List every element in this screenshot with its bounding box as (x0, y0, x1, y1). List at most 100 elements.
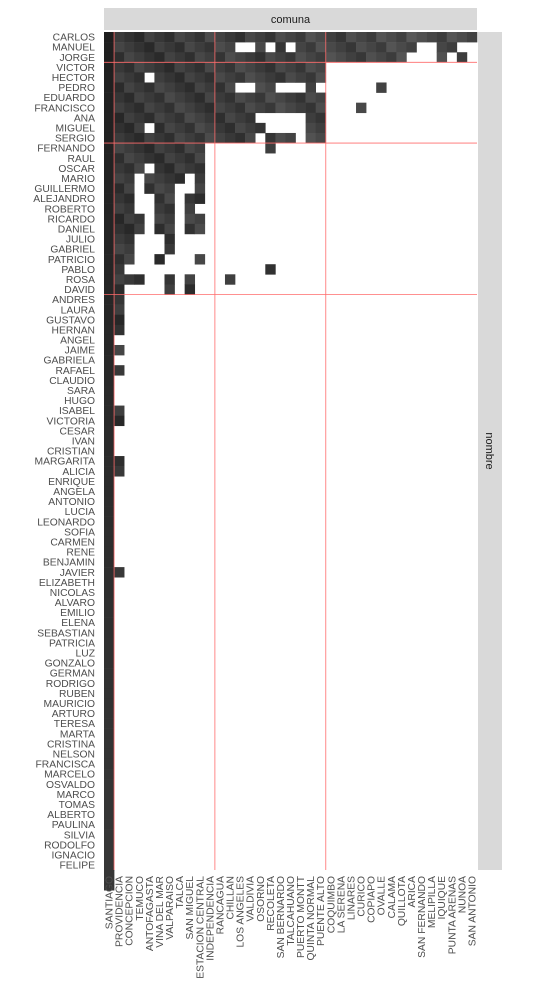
heatmap-cell (164, 132, 175, 144)
heatmap-cell (224, 42, 236, 53)
heatmap-cell (305, 102, 316, 114)
heatmap-cell (154, 153, 165, 164)
heatmap-cell (204, 42, 216, 53)
heatmap-cell (114, 365, 125, 376)
heatmap-cell (345, 32, 357, 43)
heatmap-cell (164, 163, 175, 174)
y-tick-label: ELIZABETH (39, 578, 95, 589)
y-tick-label: ROBERTO (44, 204, 95, 215)
heatmap-cell (154, 183, 165, 194)
y-tick-label: ARTURO (52, 709, 95, 720)
heatmap-cell (114, 132, 125, 144)
heatmap-cell (285, 62, 296, 73)
heatmap-cell (104, 163, 115, 174)
heatmap-cell (104, 587, 115, 598)
y-tick-label: CLAUDIO (49, 376, 95, 387)
heatmap-cell (104, 819, 115, 830)
heatmap-cell (114, 193, 125, 204)
heatmap-cell (315, 122, 327, 134)
heatmap-cell (214, 32, 226, 43)
heatmap-cell (184, 132, 196, 144)
heatmap-cell (315, 42, 327, 53)
heatmap-cell (315, 112, 327, 124)
heatmap-cell (356, 32, 367, 43)
heatmap-cell (446, 32, 458, 43)
heatmap-cell (104, 153, 115, 164)
y-tick-label: HUGO (64, 396, 95, 407)
heatmap-cell (124, 62, 135, 73)
heatmap-cell (104, 748, 115, 760)
heatmap-cell (164, 92, 175, 103)
heatmap-cell (184, 274, 196, 285)
heatmap-cell (345, 42, 357, 53)
y-tick-label: ANDRES (52, 295, 95, 306)
heatmap-cell (386, 32, 397, 43)
heatmap-cell (104, 809, 115, 820)
heatmap-cell (305, 92, 316, 103)
heatmap-cell (235, 92, 246, 103)
heatmap-cell (194, 132, 206, 144)
heatmap-cell (104, 193, 115, 204)
heatmap-cell (114, 32, 125, 43)
heatmap-cell (174, 173, 185, 184)
heatmap-cell (235, 132, 246, 144)
heatmap-cell (144, 42, 155, 53)
y-tick-label: ANGEL (60, 336, 95, 347)
heatmap-cell (134, 213, 145, 225)
heatmap-cell (194, 82, 206, 93)
heatmap-cell (305, 52, 316, 63)
y-tick-label: OSVALDO (46, 780, 95, 791)
heatmap-cell (144, 62, 155, 73)
heatmap-cell (104, 233, 115, 245)
heatmap-cell (174, 153, 185, 164)
heatmap-cell (104, 334, 115, 346)
heatmap-cell (184, 223, 196, 235)
x-tick-label: NUNOA (457, 876, 468, 913)
heatmap-cell (104, 294, 115, 305)
heatmap-cell (164, 42, 175, 53)
heatmap-cell (366, 32, 377, 43)
heatmap-cell (356, 42, 367, 53)
heatmap-cell (114, 223, 125, 235)
heatmap-cell (114, 567, 125, 578)
heatmap-cell (194, 173, 206, 184)
heatmap-cell (124, 213, 135, 225)
right-facet-label: nombre (483, 432, 495, 469)
y-tick-label: ALICIA (62, 467, 95, 478)
y-tick-label: DAVID (64, 285, 95, 296)
y-tick-label: SEBASTIAN (37, 628, 95, 639)
heatmap-cell (104, 32, 115, 43)
heatmap-cell (114, 264, 125, 275)
heatmap-cell (295, 42, 306, 53)
heatmap-cell (275, 92, 286, 103)
x-tick-label: LINARES (346, 876, 357, 920)
heatmap-cell (204, 92, 216, 103)
heatmap-cell (104, 102, 115, 114)
heatmap-cell (295, 52, 306, 63)
heatmap-cell (164, 122, 175, 134)
x-tick-label: INDEPENDENCIA (205, 876, 216, 961)
heatmap-cell (124, 72, 135, 83)
heatmap-cell (245, 132, 256, 144)
heatmap-cell (104, 223, 115, 235)
heatmap-cell (194, 102, 206, 114)
heatmap-cell (104, 92, 115, 103)
y-tick-label: LUZ (76, 649, 95, 660)
heatmap-cell (194, 183, 206, 194)
y-tick-label: JAVIER (60, 568, 95, 579)
heatmap-cell (124, 274, 135, 285)
y-tick-label: MARIO (61, 174, 95, 185)
heatmap-cell (174, 122, 185, 134)
heatmap-cell (295, 32, 306, 43)
y-tick-label: ANA (74, 113, 95, 124)
heatmap-cell (104, 476, 115, 487)
x-tick-label: ANTOFAGASTA (145, 876, 156, 951)
heatmap-cell (134, 122, 145, 134)
y-tick-label: FERNANDO (37, 144, 95, 155)
heatmap-cell (204, 82, 216, 93)
heatmap-cell (275, 62, 286, 73)
heatmap-cell (224, 62, 236, 73)
heatmap-cell (194, 193, 206, 204)
heatmap-cell (134, 42, 145, 53)
heatmap-cell (124, 42, 135, 53)
